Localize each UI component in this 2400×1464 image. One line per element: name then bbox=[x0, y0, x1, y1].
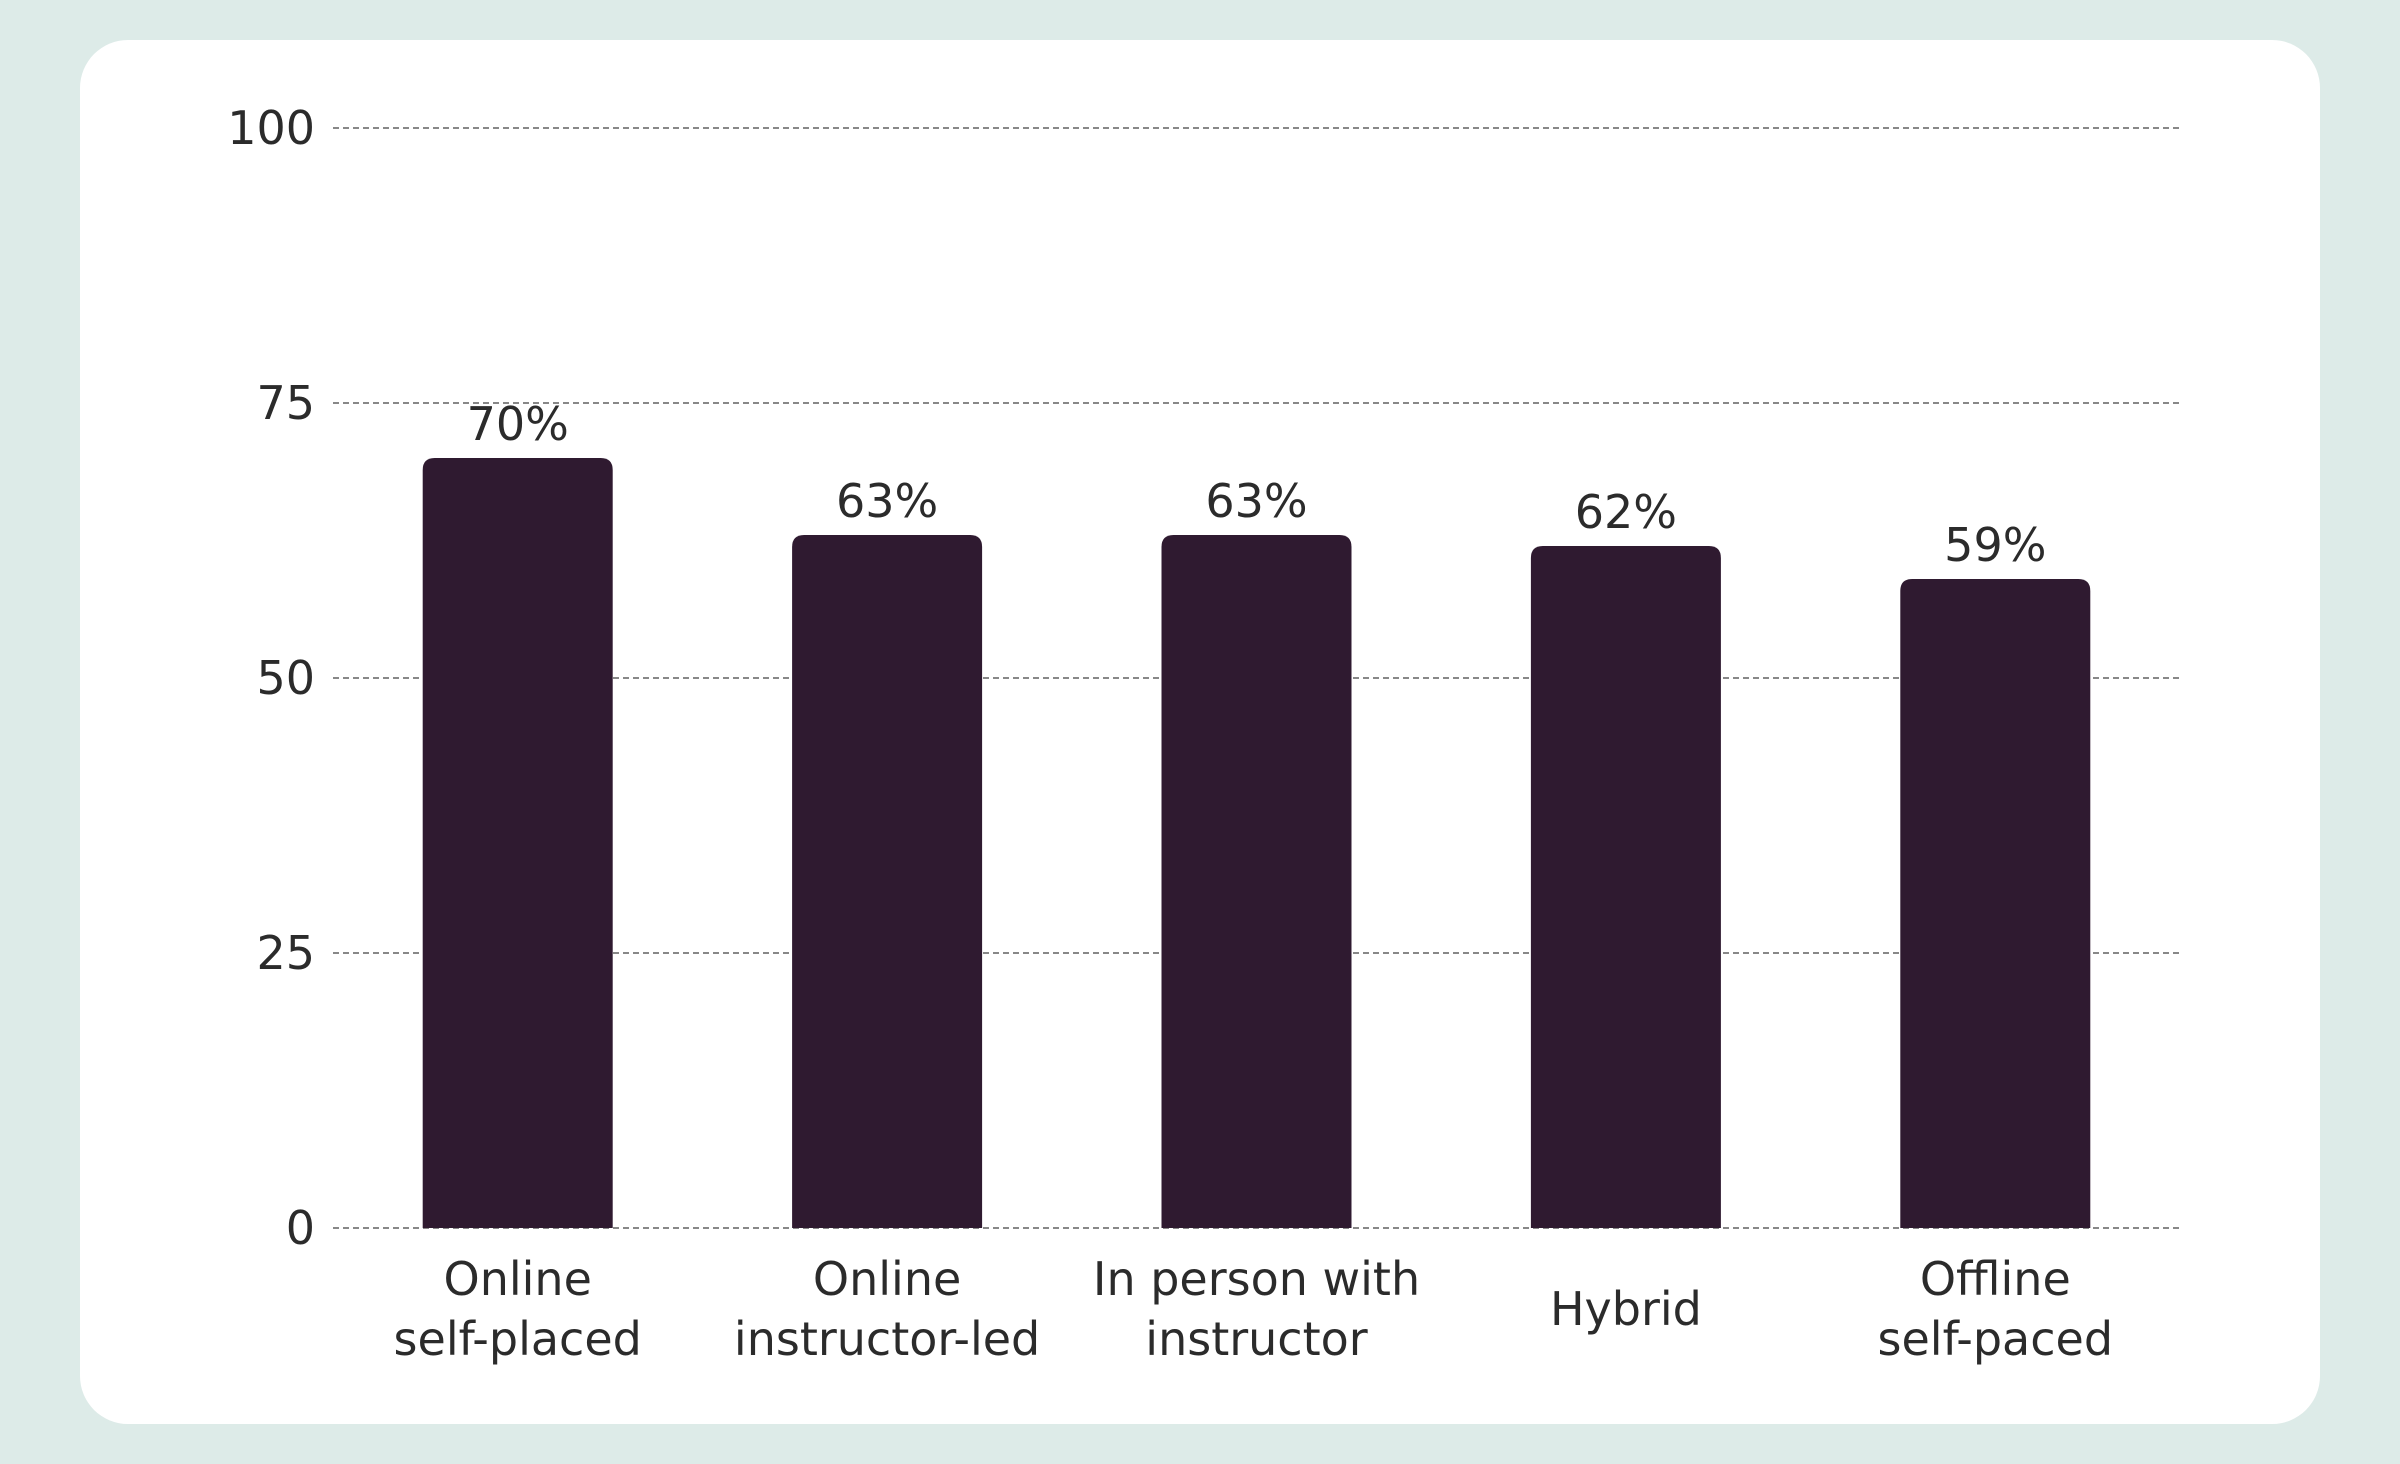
category-label: Online bbox=[444, 1252, 592, 1306]
bar bbox=[1161, 535, 1352, 1228]
y-tick-label: 75 bbox=[256, 376, 315, 430]
bar-value-label: 63% bbox=[1205, 474, 1307, 528]
category-label: instructor-led bbox=[734, 1312, 1040, 1366]
bar bbox=[1900, 579, 2091, 1228]
category-label: self-paced bbox=[1878, 1312, 2114, 1366]
y-tick-label: 25 bbox=[256, 926, 315, 980]
category-label: In person with bbox=[1093, 1252, 1420, 1306]
category-label: Offline bbox=[1920, 1252, 2071, 1306]
bar bbox=[422, 458, 613, 1228]
bar-value-label: 59% bbox=[1944, 518, 2046, 572]
bar bbox=[1530, 546, 1721, 1228]
y-tick-label: 0 bbox=[286, 1201, 315, 1255]
category-label: Hybrid bbox=[1550, 1282, 1702, 1336]
category-label: Online bbox=[813, 1252, 961, 1306]
y-axis-ticks: 0 25 50 75 100 bbox=[227, 101, 315, 1255]
y-tick-label: 100 bbox=[227, 101, 315, 155]
bar-value-label: 70% bbox=[467, 397, 569, 451]
bar bbox=[792, 535, 983, 1228]
bars bbox=[422, 458, 2091, 1228]
y-tick-label: 50 bbox=[256, 651, 315, 705]
category-labels: Online self-placed Online instructor-led In … bbox=[394, 1252, 2114, 1366]
bar-value-label: 62% bbox=[1575, 485, 1677, 539]
category-label: self-placed bbox=[394, 1312, 642, 1366]
bar-value-label: 63% bbox=[836, 474, 938, 528]
category-label: instructor bbox=[1145, 1312, 1367, 1366]
bar-value-labels: 70% 63% 63% 62% 59% bbox=[467, 397, 2047, 572]
